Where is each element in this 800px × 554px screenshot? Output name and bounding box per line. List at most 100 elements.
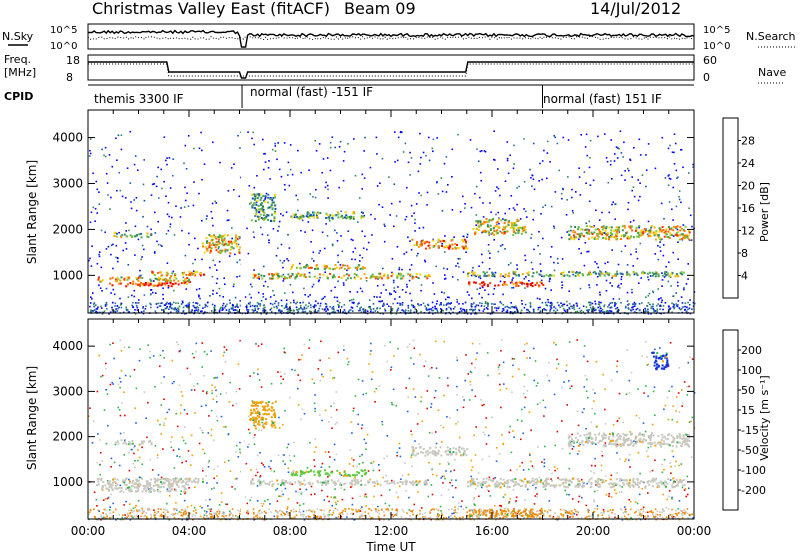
heatmap-cell <box>468 281 471 284</box>
heatmap-cell <box>123 454 125 456</box>
heatmap-cell <box>218 309 221 312</box>
heatmap-cell <box>247 252 250 255</box>
heatmap-cell <box>127 276 130 279</box>
heatmap-cell <box>632 306 634 308</box>
heatmap-cell <box>239 339 241 342</box>
heatmap-cell <box>263 285 265 287</box>
heatmap-cell <box>464 203 466 205</box>
heatmap-cell <box>426 204 428 206</box>
heatmap-cell <box>526 216 528 218</box>
heatmap-cell <box>98 203 101 205</box>
heatmap-cell <box>495 307 498 309</box>
heatmap-cell <box>529 302 532 304</box>
heatmap-cell <box>332 268 335 271</box>
heatmap-cell <box>377 505 379 508</box>
heatmap-cell <box>471 305 473 308</box>
heatmap-cell <box>277 302 280 304</box>
heatmap-cell <box>232 306 234 308</box>
heatmap-cell <box>641 230 644 233</box>
heatmap-cell <box>677 300 680 302</box>
heatmap-cell <box>227 243 230 246</box>
heatmap-cell <box>269 503 271 505</box>
heatmap-cell <box>616 157 619 159</box>
heatmap-cell <box>515 307 518 309</box>
heatmap-cell <box>249 201 252 204</box>
heatmap-cell <box>297 216 300 219</box>
heatmap-cell <box>688 230 690 232</box>
heatmap-cell <box>503 230 506 233</box>
heatmap-cell <box>600 310 602 312</box>
heatmap-cell <box>229 311 231 313</box>
heatmap-cell <box>202 245 204 248</box>
heatmap-cell <box>641 514 643 517</box>
heatmap-cell <box>287 273 290 276</box>
heatmap-cell <box>146 225 149 228</box>
heatmap-cell <box>474 281 477 284</box>
heatmap-cell <box>133 199 135 201</box>
heatmap-cell <box>311 378 314 381</box>
heatmap-cell <box>513 224 516 227</box>
heatmap-cell <box>586 154 589 157</box>
heatmap-cell <box>292 312 295 315</box>
heatmap-cell <box>308 212 311 215</box>
heatmap-cell <box>620 302 622 304</box>
heatmap-cell <box>681 228 683 230</box>
heatmap-cell <box>291 272 294 275</box>
heatmap-cell <box>452 496 454 499</box>
heatmap-cell <box>263 518 266 521</box>
heatmap-cell <box>206 249 209 252</box>
heatmap-cell <box>307 221 310 223</box>
heatmap-cell <box>616 472 618 474</box>
heatmap-cell <box>531 174 534 177</box>
heatmap-cell <box>638 309 641 312</box>
heatmap-cell <box>396 513 399 516</box>
heatmap-cell <box>358 309 360 312</box>
heatmap-cell <box>631 229 634 232</box>
heatmap-cell <box>501 244 504 246</box>
heatmap-cell <box>186 413 188 415</box>
heatmap-cell <box>300 274 303 276</box>
heatmap-cell <box>468 272 471 274</box>
heatmap-cell <box>475 304 478 306</box>
heatmap-cell <box>488 476 491 479</box>
heatmap-cell <box>335 391 337 393</box>
heatmap-cell <box>579 287 582 290</box>
heatmap-cell <box>523 306 526 309</box>
heatmap-cell <box>592 225 595 228</box>
heatmap-cell <box>209 266 211 269</box>
nave-tick-top: 60 <box>703 54 717 67</box>
heatmap-cell <box>296 215 299 218</box>
heatmap-cell <box>99 473 101 476</box>
heatmap-cell <box>277 371 279 373</box>
heatmap-cell <box>556 142 559 145</box>
heatmap-cell <box>503 228 506 231</box>
heatmap-cell <box>479 302 481 304</box>
heatmap-cell <box>346 269 348 272</box>
heatmap-cell <box>344 211 347 214</box>
heatmap-cell <box>95 498 98 501</box>
heatmap-cell <box>137 449 139 451</box>
heatmap-cell <box>210 243 213 246</box>
heatmap-cell <box>512 229 515 232</box>
heatmap-cell <box>570 225 573 228</box>
heatmap-cell <box>419 353 421 356</box>
heatmap-cell <box>451 238 454 241</box>
heatmap-cell <box>616 271 618 274</box>
heatmap-cell <box>430 406 432 408</box>
heatmap-cell <box>266 234 269 236</box>
heatmap-cell <box>363 309 365 312</box>
heatmap-cell <box>684 308 687 311</box>
heatmap-cell <box>259 199 262 201</box>
heatmap-cell <box>546 304 549 307</box>
heatmap-cell <box>492 293 495 295</box>
heatmap-cell <box>280 495 282 498</box>
heatmap-cell <box>469 370 472 373</box>
heatmap-cell <box>106 182 109 184</box>
heatmap-cell <box>523 406 526 409</box>
heatmap-cell <box>599 294 601 296</box>
heatmap-cell <box>549 310 551 312</box>
heatmap-cell <box>147 484 149 486</box>
heatmap-cell <box>183 409 186 411</box>
heatmap-cell <box>386 435 389 437</box>
